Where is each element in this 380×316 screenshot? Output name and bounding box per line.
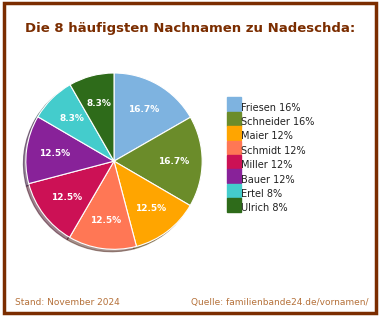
Text: 12.5%: 12.5% [39,149,70,158]
Text: 8.3%: 8.3% [59,114,84,123]
Text: 16.7%: 16.7% [158,157,190,166]
Wedge shape [70,73,114,161]
Text: Die 8 häufigsten Nachnamen zu Nadeschda:: Die 8 häufigsten Nachnamen zu Nadeschda: [25,22,355,35]
Wedge shape [29,161,114,237]
Wedge shape [26,117,114,184]
Text: Quelle: familienbande24.de/vornamen/: Quelle: familienbande24.de/vornamen/ [191,298,369,307]
Text: 16.7%: 16.7% [128,105,160,114]
Legend: Friesen 16%, Schneider 16%, Maier 12%, Schmidt 12%, Miller 12%, Bauer 12%, Ertel: Friesen 16%, Schneider 16%, Maier 12%, S… [225,101,316,215]
Wedge shape [38,85,114,161]
Text: 8.3%: 8.3% [86,99,111,108]
Text: 12.5%: 12.5% [51,193,82,202]
Wedge shape [114,117,202,206]
Text: Stand: November 2024: Stand: November 2024 [15,298,120,307]
Text: 12.5%: 12.5% [135,204,166,213]
Wedge shape [114,73,190,161]
Wedge shape [114,161,190,246]
Text: 12.5%: 12.5% [90,216,122,225]
Wedge shape [70,161,136,249]
